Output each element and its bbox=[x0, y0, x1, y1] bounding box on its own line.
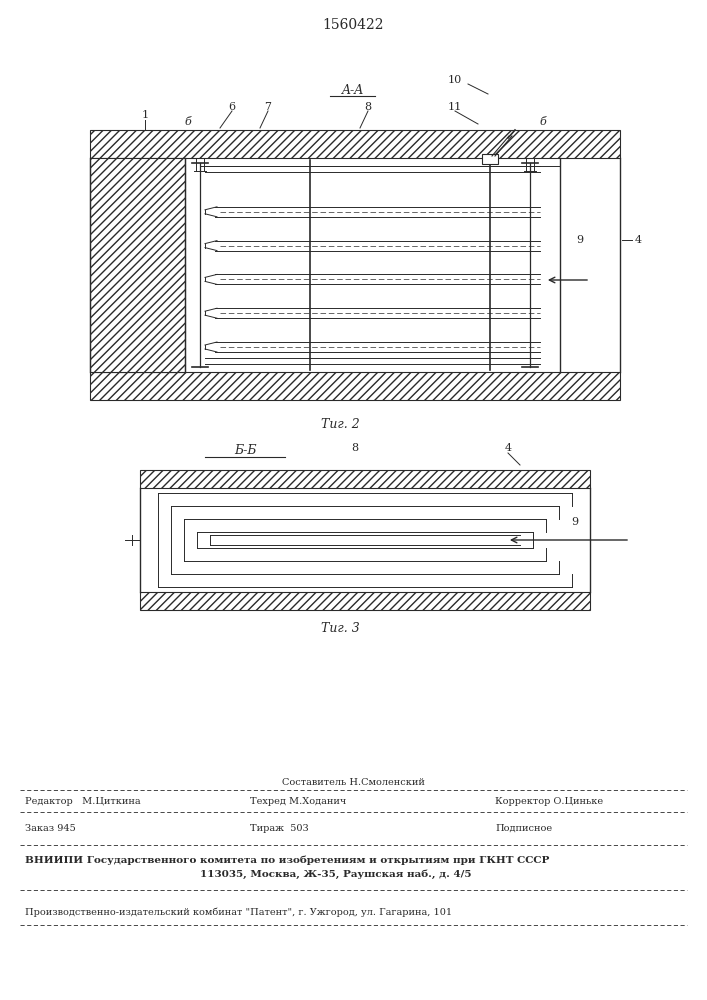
Text: Тираж  503: Тираж 503 bbox=[250, 824, 309, 833]
Text: 9: 9 bbox=[576, 235, 583, 245]
Text: Τиг. 2: Τиг. 2 bbox=[321, 418, 359, 432]
Bar bbox=[140, 592, 590, 610]
Text: 8: 8 bbox=[351, 443, 358, 453]
Bar bbox=[90, 158, 185, 372]
Text: 8: 8 bbox=[364, 102, 372, 112]
Text: б: б bbox=[185, 117, 192, 127]
Text: A-A: A-A bbox=[342, 84, 364, 97]
Bar bbox=[482, 154, 498, 164]
Text: 7: 7 bbox=[264, 102, 271, 112]
Text: Подписное: Подписное bbox=[495, 824, 552, 833]
Bar bbox=[140, 488, 590, 592]
Text: Техред М.Ходанич: Техред М.Ходанич bbox=[250, 796, 346, 806]
Bar bbox=[90, 372, 620, 400]
Text: Корректор О.Циньке: Корректор О.Циньке bbox=[495, 796, 603, 806]
Text: 6: 6 bbox=[228, 102, 235, 112]
Text: 1560422: 1560422 bbox=[322, 18, 384, 32]
Bar bbox=[140, 592, 590, 610]
Bar bbox=[90, 158, 185, 372]
Text: Производственно-издательский комбинат "Патент", г. Ужгород, ул. Гагарина, 101: Производственно-издательский комбинат "П… bbox=[25, 908, 452, 917]
Bar bbox=[140, 470, 590, 488]
Text: Заказ 945: Заказ 945 bbox=[25, 824, 76, 833]
Text: 113035, Москва, Ж-35, Раушская наб., д. 4/5: 113035, Москва, Ж-35, Раушская наб., д. … bbox=[200, 870, 472, 879]
Bar bbox=[90, 372, 620, 400]
Bar bbox=[90, 130, 620, 158]
Text: 4: 4 bbox=[504, 443, 512, 453]
Text: Редактор   М.Циткина: Редактор М.Циткина bbox=[25, 796, 141, 806]
Bar bbox=[90, 130, 620, 158]
Text: 10: 10 bbox=[448, 75, 462, 85]
Text: Б-Б: Б-Б bbox=[234, 444, 256, 456]
Text: Составитель Н.Смоленский: Составитель Н.Смоленский bbox=[281, 778, 424, 787]
Text: 1: 1 bbox=[141, 110, 148, 120]
Text: 9: 9 bbox=[571, 517, 578, 527]
Bar bbox=[185, 158, 620, 372]
Text: б: б bbox=[539, 117, 547, 127]
Text: 4: 4 bbox=[634, 235, 641, 245]
Text: Τиг. 3: Τиг. 3 bbox=[321, 621, 359, 635]
Text: ВНИИПИ Государственного комитета по изобретениям и открытиям при ГКНТ СССР: ВНИИПИ Государственного комитета по изоб… bbox=[25, 856, 549, 865]
Text: 11: 11 bbox=[448, 102, 462, 112]
Bar bbox=[140, 470, 590, 488]
